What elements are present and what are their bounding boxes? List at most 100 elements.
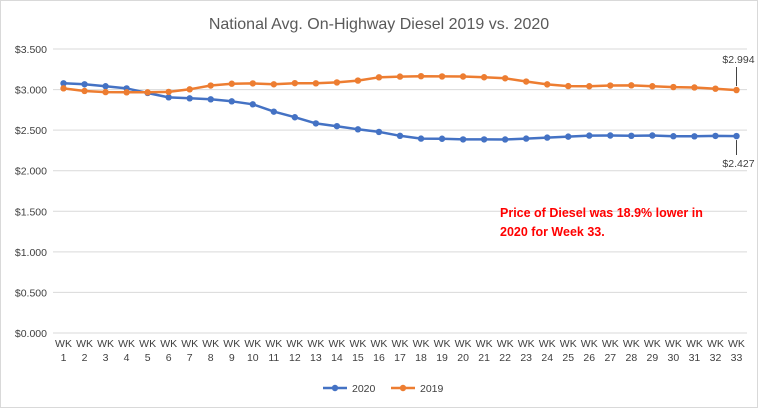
data-point-2020 bbox=[228, 98, 235, 105]
data-point-2019 bbox=[607, 82, 614, 89]
data-point-2020 bbox=[565, 133, 572, 140]
x-tick-label: WK 2 bbox=[76, 338, 93, 364]
data-point-2020 bbox=[438, 135, 446, 142]
y-tick-label: $2.000 bbox=[15, 166, 47, 178]
data-point-2019 bbox=[186, 86, 193, 93]
x-tick-label: WK 11 bbox=[265, 338, 282, 364]
data-point-2019 bbox=[102, 88, 109, 96]
data-point-2020 bbox=[649, 132, 656, 139]
data-point-2020 bbox=[249, 101, 256, 108]
legend-marker-2020 bbox=[331, 384, 339, 392]
data-point-2019 bbox=[522, 78, 530, 85]
data-point-2020 bbox=[522, 135, 530, 142]
data-point-2019 bbox=[375, 74, 383, 81]
data-point-2020 bbox=[586, 132, 593, 139]
x-tick-label: WK 14 bbox=[328, 338, 345, 364]
y-tick-label: $3.500 bbox=[15, 44, 47, 56]
data-point-2019 bbox=[712, 85, 719, 92]
x-tick-label: WK 18 bbox=[413, 338, 430, 364]
data-point-2020 bbox=[607, 132, 614, 139]
data-point-2019 bbox=[354, 77, 362, 84]
data-point-2020 bbox=[354, 126, 362, 133]
y-tick-label: $0.000 bbox=[15, 328, 47, 340]
x-tick-label: WK 4 bbox=[118, 338, 135, 364]
legend-label-2020: 2020 bbox=[352, 383, 376, 395]
note-line-2: 2020 for Week 33. bbox=[500, 225, 605, 239]
data-point-2020 bbox=[733, 132, 740, 140]
data-point-2020 bbox=[375, 128, 383, 136]
data-point-2019 bbox=[691, 84, 698, 91]
data-point-2020 bbox=[480, 136, 488, 143]
annotations: $2.994 $2.427 bbox=[722, 54, 754, 170]
legend: 2020 2019 bbox=[323, 383, 444, 395]
x-tick-label: WK 13 bbox=[307, 338, 324, 364]
x-tick-label: WK 30 bbox=[665, 338, 682, 364]
data-point-2019 bbox=[417, 72, 425, 80]
data-point-2019 bbox=[628, 82, 635, 89]
data-point-2019 bbox=[228, 80, 235, 87]
data-point-2020 bbox=[207, 96, 214, 103]
data-point-2020 bbox=[628, 132, 635, 140]
x-tick-label: WK 15 bbox=[349, 338, 366, 364]
legend-marker-2019 bbox=[399, 384, 407, 392]
data-point-2019 bbox=[459, 73, 467, 80]
data-point-2020 bbox=[186, 95, 193, 102]
data-point-2020 bbox=[670, 133, 677, 140]
data-point-2019 bbox=[165, 88, 172, 96]
data-point-2020 bbox=[333, 122, 341, 130]
x-tick-label: WK 27 bbox=[602, 338, 619, 364]
x-tick-label: WK 24 bbox=[539, 338, 556, 364]
data-point-2019 bbox=[81, 87, 88, 95]
data-point-2020 bbox=[417, 135, 425, 142]
x-tick-label: WK 16 bbox=[371, 338, 388, 364]
data-point-2020 bbox=[459, 136, 467, 143]
data-point-2019 bbox=[733, 86, 740, 94]
x-tick-label: WK 26 bbox=[581, 338, 598, 364]
data-point-2019 bbox=[438, 73, 446, 80]
data-point-2019 bbox=[291, 79, 299, 87]
data-point-2019 bbox=[207, 82, 214, 89]
y-tick-label: $1.500 bbox=[15, 206, 47, 218]
x-tick-label: WK 1 bbox=[55, 338, 72, 364]
data-point-2019 bbox=[123, 89, 130, 96]
data-point-2019 bbox=[649, 83, 656, 90]
x-tick-label: WK 28 bbox=[623, 338, 640, 364]
data-point-2019 bbox=[586, 83, 593, 90]
x-tick-label: WK 12 bbox=[286, 338, 303, 364]
x-tick-label: WK 17 bbox=[392, 338, 409, 364]
x-tick-label: WK 6 bbox=[160, 338, 177, 364]
y-tick-label: $1.000 bbox=[15, 247, 47, 259]
x-tick-label: WK 21 bbox=[476, 338, 493, 364]
data-point-2019 bbox=[480, 74, 488, 81]
data-point-2020 bbox=[691, 133, 698, 140]
y-tick-label: $0.500 bbox=[15, 287, 47, 299]
x-tick-label: WK 33 bbox=[728, 338, 745, 364]
x-tick-label: WK 31 bbox=[686, 338, 703, 364]
data-point-2019 bbox=[270, 81, 278, 88]
data-point-2019 bbox=[565, 82, 572, 90]
data-point-2020 bbox=[270, 108, 278, 115]
data-point-2020 bbox=[312, 120, 320, 127]
data-point-2019 bbox=[670, 83, 677, 91]
data-point-2020 bbox=[81, 81, 88, 88]
x-tick-label: WK 3 bbox=[97, 338, 114, 364]
y-tick-label: $2.500 bbox=[15, 125, 47, 137]
data-point-2019 bbox=[144, 89, 151, 96]
x-tick-label: WK 29 bbox=[644, 338, 661, 364]
data-point-2020 bbox=[712, 132, 719, 140]
data-point-2019 bbox=[333, 79, 341, 86]
y-tick-label: $3.000 bbox=[15, 85, 47, 97]
data-point-2020 bbox=[60, 80, 67, 87]
data-point-2019 bbox=[544, 81, 551, 88]
chart-title: National Avg. On-Highway Diesel 2019 vs.… bbox=[209, 16, 549, 33]
data-label: $2.994 bbox=[722, 54, 754, 66]
x-tick-label: WK 8 bbox=[202, 338, 219, 364]
x-tick-label: WK 20 bbox=[455, 338, 472, 364]
data-point-2019 bbox=[60, 85, 67, 92]
data-label: $2.427 bbox=[722, 158, 754, 170]
data-point-2020 bbox=[165, 94, 172, 101]
data-point-2020 bbox=[544, 134, 551, 141]
